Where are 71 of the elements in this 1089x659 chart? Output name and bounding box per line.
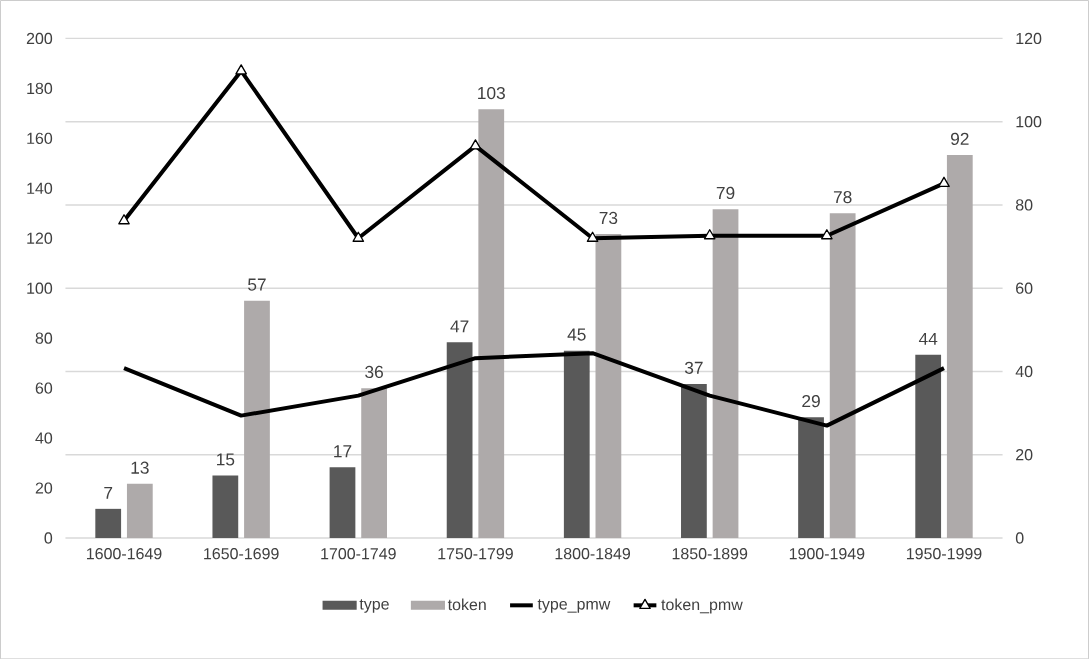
bar <box>595 233 622 538</box>
y-tick-label: 60 <box>35 382 53 394</box>
data-label: 17 <box>334 445 352 457</box>
data-label: 73 <box>599 211 618 224</box>
data-label: 29 <box>802 394 820 408</box>
y-tick-label: 20 <box>35 482 53 494</box>
bar <box>915 354 942 538</box>
bar <box>681 383 707 538</box>
y2-tick-label: 100 <box>1016 115 1042 128</box>
y2-tick-label: 80 <box>1015 199 1033 211</box>
data-label: 45 <box>567 328 586 341</box>
bar <box>329 467 356 538</box>
legend-label: token <box>447 598 486 611</box>
bar <box>361 387 387 538</box>
y-tick-label: 40 <box>35 432 53 444</box>
data-label: 78 <box>833 190 852 204</box>
y2-tick-label: 20 <box>1016 448 1033 461</box>
x-tick-label: 1850-1899 <box>672 547 748 560</box>
bar <box>126 483 153 538</box>
x-tick-label: 1750-1799 <box>438 547 513 560</box>
point <box>118 213 130 225</box>
data-label: 7 <box>104 486 113 499</box>
y-tick-label: 120 <box>27 232 53 244</box>
point <box>352 231 365 242</box>
y-tick-label: 0 <box>44 532 53 544</box>
bar <box>798 417 824 538</box>
y-tick-label: 180 <box>27 82 53 94</box>
y2-tick-label: 0 <box>1015 532 1024 544</box>
bar <box>244 300 270 538</box>
data-label: 47 <box>450 320 469 333</box>
data-label: 44 <box>918 332 938 345</box>
x-tick-label: 1650-1699 <box>204 547 279 560</box>
y2-tick-label: 60 <box>1016 282 1033 294</box>
line-series <box>122 350 946 428</box>
bar <box>946 154 973 538</box>
y-tick-label: 200 <box>26 32 53 44</box>
point <box>820 228 833 240</box>
bar <box>446 342 473 538</box>
x-tick-label: 1700-1749 <box>321 547 396 560</box>
x-tick-label: 1950-1999 <box>906 547 982 560</box>
y2-tick-label: 40 <box>1015 365 1033 377</box>
bar <box>95 508 122 538</box>
legend-label: type_pmw <box>537 598 611 613</box>
x-tick-label: 1600-1649 <box>87 547 162 560</box>
bar <box>563 350 590 538</box>
data-label: 36 <box>365 365 383 378</box>
point <box>586 231 599 242</box>
data-label: 57 <box>248 278 266 291</box>
y-tick-label: 80 <box>35 332 53 344</box>
data-label: 13 <box>131 461 149 474</box>
point <box>235 64 248 75</box>
y2-tick-label: 120 <box>1016 32 1042 44</box>
data-label: 79 <box>716 186 735 199</box>
point <box>703 228 716 240</box>
x-tick-label: 1800-1849 <box>555 547 631 560</box>
data-label: 92 <box>950 132 969 145</box>
x-tick-label: 1900-1949 <box>789 547 865 560</box>
y-tick-label: 100 <box>27 282 53 294</box>
bar <box>478 109 505 538</box>
data-label: 15 <box>217 453 235 466</box>
point <box>469 139 482 150</box>
point <box>938 176 950 187</box>
y-tick-label: 160 <box>27 132 53 144</box>
legend-label: token_pmw <box>661 598 743 614</box>
bar <box>712 208 739 538</box>
data-label: 103 <box>478 86 505 99</box>
y-tick-label: 140 <box>27 182 53 194</box>
legend-label: type <box>359 598 389 613</box>
bar <box>212 475 239 538</box>
data-label: 37 <box>684 361 703 374</box>
bar <box>829 213 856 538</box>
